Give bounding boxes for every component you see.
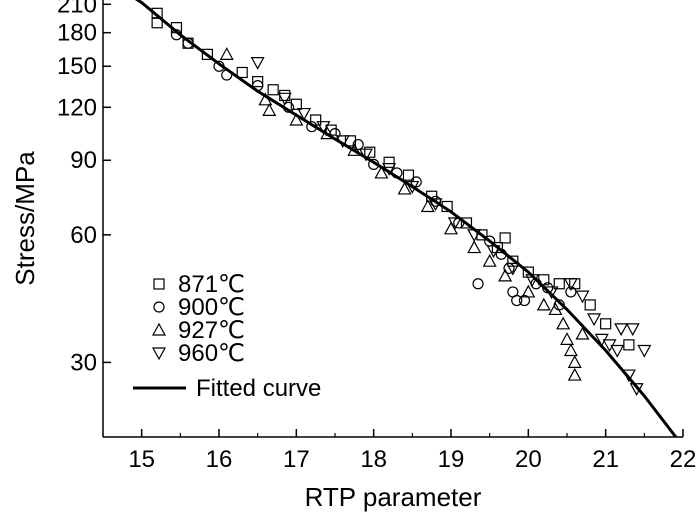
data-point	[151, 17, 163, 29]
legend-marker	[153, 301, 165, 313]
data-point	[625, 323, 640, 337]
x-tick-label: 15	[128, 446, 155, 473]
data-point	[201, 48, 213, 60]
y-tick-label: 210	[57, 0, 97, 18]
y-tick-label: 90	[70, 147, 97, 174]
data-point	[563, 343, 578, 357]
x-tick-label: 18	[360, 446, 387, 473]
data-point	[623, 339, 635, 351]
y-tick-label: 180	[57, 20, 97, 47]
data-point	[236, 66, 248, 79]
legend-label: 960℃	[178, 340, 245, 367]
series-triangle-up	[219, 47, 590, 381]
series-triangle-down	[250, 56, 652, 396]
data-point	[267, 84, 279, 96]
y-tick-label: 30	[70, 349, 97, 376]
data-point	[447, 217, 462, 231]
data-point	[511, 294, 523, 307]
data-point	[548, 302, 563, 316]
x-tick-label: 17	[283, 446, 310, 473]
x-axis-title: RTP parameter	[305, 482, 482, 512]
data-layer	[134, 0, 678, 437]
y-axis-title: Stress/MPa	[10, 151, 40, 286]
data-point	[505, 262, 520, 276]
legend-marker	[151, 347, 167, 361]
data-point	[637, 344, 652, 358]
y-tick-label: 120	[57, 94, 97, 121]
data-point	[250, 56, 265, 70]
data-point	[352, 138, 364, 151]
data-point	[575, 290, 590, 304]
data-point	[262, 103, 277, 116]
data-point	[316, 121, 331, 134]
axes-layer: 15 16 17 18 19 20 21 22 30 60 90 120 150 180 210 RTP pa…	[10, 0, 696, 512]
data-point	[567, 367, 582, 381]
legend-marker	[151, 322, 167, 336]
data-point	[563, 278, 578, 291]
x-tick-label: 16	[206, 446, 233, 473]
data-point	[290, 98, 302, 110]
data-point	[610, 344, 625, 358]
y-tick-label: 60	[70, 222, 97, 249]
data-point	[600, 318, 612, 330]
legend-marker	[153, 278, 165, 290]
data-point	[559, 332, 575, 345]
legend-label: 871℃	[178, 271, 245, 298]
data-point	[402, 169, 415, 181]
data-point	[420, 199, 435, 213]
x-tick-label: 20	[515, 446, 542, 473]
legend-label: Fitted curve	[196, 375, 321, 402]
data-point	[584, 299, 596, 311]
data-point	[297, 107, 312, 121]
data-point	[587, 313, 602, 327]
x-tick-label: 21	[592, 446, 619, 473]
data-point	[521, 284, 536, 298]
data-point	[397, 181, 412, 195]
data-point	[565, 286, 577, 298]
data-point	[383, 156, 395, 168]
data-point	[310, 114, 322, 126]
data-point	[374, 165, 389, 179]
y-tick-label: 150	[57, 53, 97, 80]
data-point	[614, 323, 629, 337]
fitted-curve-line	[134, 0, 678, 437]
x-tick-label: 19	[438, 446, 465, 473]
legend-label: 927℃	[178, 317, 245, 344]
data-point	[522, 266, 534, 278]
data-point	[536, 297, 551, 311]
data-point	[252, 75, 264, 88]
data-point	[518, 294, 531, 307]
data-point	[553, 278, 565, 290]
data-point	[467, 240, 482, 254]
data-point	[491, 241, 503, 254]
data-point	[289, 112, 304, 126]
data-point	[498, 268, 513, 282]
data-point	[472, 278, 484, 290]
data-point	[567, 355, 582, 368]
data-point	[277, 92, 292, 106]
data-point	[460, 217, 473, 229]
data-point	[556, 316, 571, 330]
x-tick-label: 22	[670, 446, 697, 473]
data-point	[364, 146, 376, 158]
data-point	[499, 232, 511, 244]
data-point	[482, 253, 497, 267]
data-point	[219, 47, 234, 60]
data-point	[575, 326, 590, 340]
legend-label: 900℃	[178, 294, 245, 321]
